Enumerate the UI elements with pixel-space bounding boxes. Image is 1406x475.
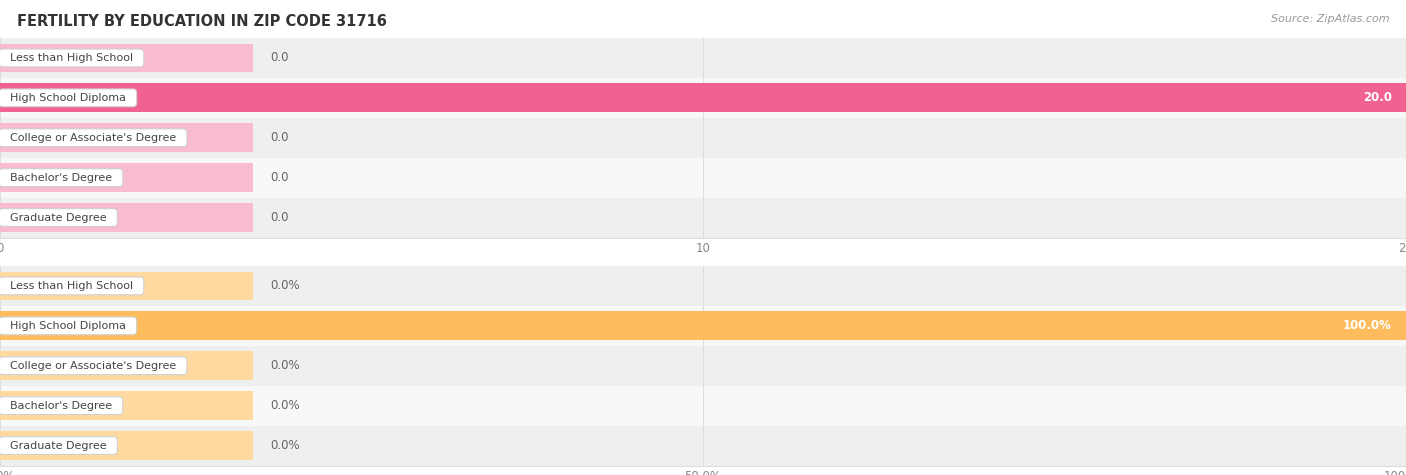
Text: 0.0: 0.0 [270,211,288,224]
Text: High School Diploma: High School Diploma [3,321,132,331]
Text: Bachelor's Degree: Bachelor's Degree [3,400,120,411]
Text: Source: ZipAtlas.com: Source: ZipAtlas.com [1271,14,1389,24]
Bar [0,352,253,380]
Text: Less than High School: Less than High School [3,281,141,291]
Bar [0,312,1406,340]
Text: 100.0%: 100.0% [1343,319,1392,332]
Bar [0,78,1406,118]
Text: Graduate Degree: Graduate Degree [3,212,114,223]
Text: 0.0: 0.0 [270,171,288,184]
Text: FERTILITY BY EDUCATION IN ZIP CODE 31716: FERTILITY BY EDUCATION IN ZIP CODE 31716 [17,14,387,29]
Bar [0,391,253,420]
Text: 0.0%: 0.0% [270,439,299,452]
Text: Bachelor's Degree: Bachelor's Degree [3,172,120,183]
Bar [0,38,1406,78]
Bar [0,163,253,192]
Bar [0,158,1406,198]
Bar [0,198,1406,238]
Bar [0,44,253,72]
Text: 20.0: 20.0 [1362,91,1392,104]
Text: 0.0%: 0.0% [270,359,299,372]
Bar [0,84,1406,112]
Bar [0,272,253,300]
Text: College or Associate's Degree: College or Associate's Degree [3,133,183,143]
Bar [0,124,253,152]
Bar [0,266,1406,306]
Text: High School Diploma: High School Diploma [3,93,132,103]
Text: 0.0: 0.0 [270,51,288,65]
Bar [0,346,1406,386]
Text: 0.0%: 0.0% [270,399,299,412]
Bar [0,386,1406,426]
Bar [0,306,1406,346]
Bar [0,203,253,232]
Text: Graduate Degree: Graduate Degree [3,440,114,451]
Bar [0,118,1406,158]
Text: Less than High School: Less than High School [3,53,141,63]
Text: 0.0: 0.0 [270,131,288,144]
Bar [0,431,253,460]
Text: College or Associate's Degree: College or Associate's Degree [3,361,183,371]
Bar [0,426,1406,466]
Text: 0.0%: 0.0% [270,279,299,293]
